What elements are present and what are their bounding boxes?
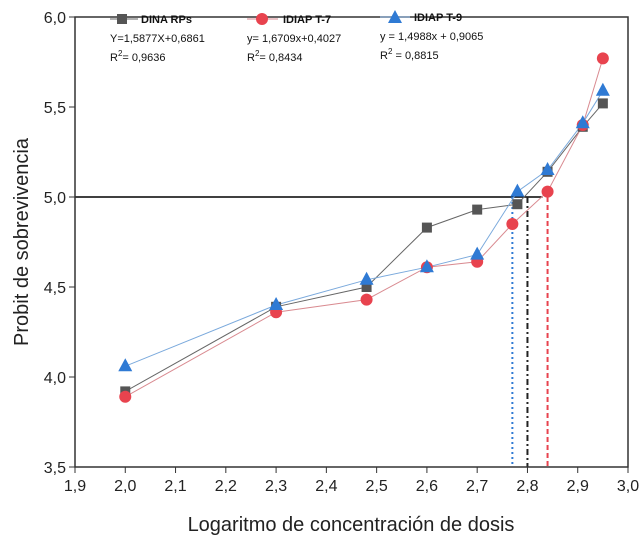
data-point-triangle [575,115,590,129]
x-tick-label: 2,9 [567,478,589,495]
legend-name-dina: DINA RPs [141,14,192,26]
data-point-triangle [510,183,525,197]
x-tick-label: 2,2 [215,478,237,495]
data-point-triangle [419,259,434,273]
data-point-triangle [540,162,555,175]
legend-marker-t9 [388,10,402,23]
y-axis-label: Probit de sobrevivencia [11,137,33,346]
r2-symbol: R [247,52,255,64]
data-point-circle [506,218,519,230]
x-tick-label: 2,6 [416,478,438,495]
x-tick-label: 1,9 [64,478,86,495]
x-tick-label: 2,1 [164,478,186,495]
x-axis-label: Logaritmo de concentración de dosis [188,514,515,536]
data-point-circle [360,293,373,306]
data-point-square [597,98,608,109]
data-point-triangle [595,82,610,96]
legend-marker-dina [117,14,127,24]
data-point-square [361,282,372,292]
r2-value: = 0,9636 [122,52,165,64]
data-point-square [512,199,523,210]
data-point-triangle [470,246,485,260]
y-tick-label: 5,5 [44,100,66,117]
r2-symbol: R [380,50,388,62]
series-markers-layer [118,52,610,403]
x-tick-label: 3,0 [617,478,639,495]
legend-entry-t9: IDIAP T-9 y = 1,4988x + 0,9065 R2 = 0,88… [380,10,483,62]
drop-lines-layer [511,197,549,467]
plot-frame [74,16,629,468]
data-point-square [421,222,432,233]
y-tick-label: 4,0 [44,370,66,387]
x-tick-label: 2,4 [315,478,337,495]
x-axis-ticks: 1,9 2,0 2,1 2,2 2,3 2,4 2,5 2,6 2,7 2,8 2,9 3,0 [64,467,639,495]
legend-r2-t9: R2 = 0,8815 [380,47,439,62]
legend: DINA RPs Y=1,5877X+0,6861 R2= 0,9636 IDI… [110,10,483,64]
data-point-triangle [269,297,284,310]
legend-name-t7: IDIAP T-7 [283,14,331,26]
legend-name-t9: IDIAP T-9 [414,12,462,24]
data-point-circle [596,52,609,65]
legend-entry-t7: IDIAP T-7 y= 1,6709x+0,4027 R2= 0,8434 [247,13,341,64]
x-tick-label: 2,8 [516,478,538,495]
y-tick-label: 5,0 [44,190,66,207]
data-point-circle [119,390,132,403]
r2-value: = 0,8434 [259,52,302,64]
x-tick-label: 2,7 [466,478,488,495]
x-tick-label: 2,3 [265,478,287,495]
data-point-triangle [359,271,374,285]
data-point-triangle [118,358,133,372]
y-tick-label: 3,5 [44,460,66,477]
r2-symbol: R [110,52,118,64]
legend-equation-t7: y= 1,6709x+0,4027 [247,33,341,45]
r2-superscript: 2 [388,47,393,56]
data-point-square [472,204,483,215]
r2-superscript: 2 [118,49,123,58]
y-tick-label: 6,0 [44,10,66,27]
legend-marker-t7 [256,13,268,25]
legend-r2-t7: R2= 0,8434 [247,49,303,64]
x-tick-label: 2,0 [114,478,136,495]
y-axis-ticks: 3,5 4,0 4,5 5,0 5,5 6,0 [44,10,75,477]
r2-value: = 0,8815 [392,50,438,62]
legend-equation-t9: y = 1,4988x + 0,9065 [380,31,483,43]
y-tick-label: 4,5 [44,280,66,297]
legend-entry-dina: DINA RPs Y=1,5877X+0,6861 R2= 0,9636 [110,14,205,64]
data-point-circle [541,185,554,198]
legend-r2-dina: R2= 0,9636 [110,49,166,64]
x-tick-label: 2,5 [366,478,388,495]
legend-equation-dina: Y=1,5877X+0,6861 [110,33,205,45]
r2-superscript: 2 [255,49,260,58]
